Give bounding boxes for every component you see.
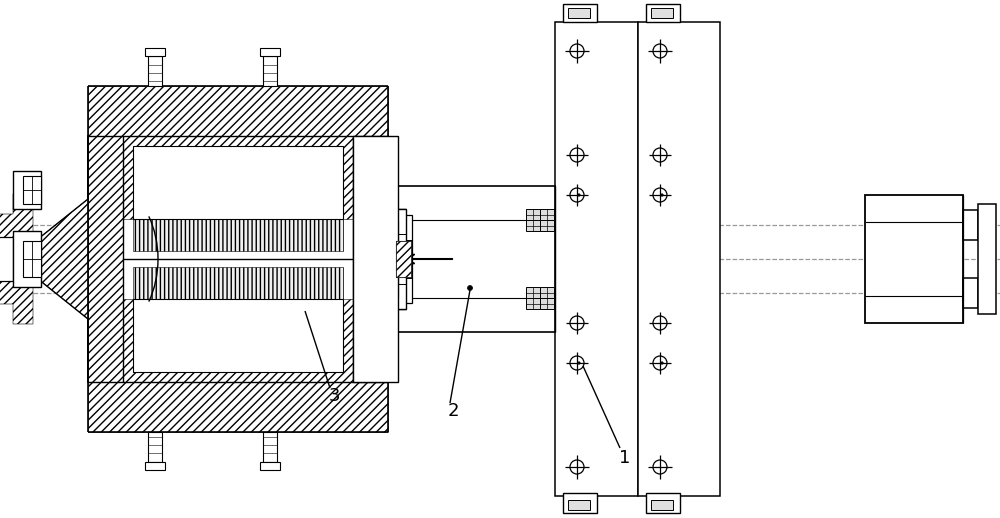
Circle shape [570,148,584,162]
Bar [646,4,680,22]
Bar [568,500,590,510]
Bar [148,56,162,86]
Circle shape [661,362,663,364]
Bar [13,171,41,209]
Bar [145,462,165,470]
Polygon shape [123,136,353,219]
Circle shape [653,188,667,202]
Bar [526,298,540,309]
Bar [390,215,412,303]
Circle shape [653,316,667,330]
Polygon shape [133,219,343,251]
Polygon shape [133,267,343,299]
Bar [646,493,680,513]
Circle shape [653,44,667,58]
Bar [865,195,963,323]
Bar [88,136,388,382]
Circle shape [578,362,580,364]
Bar [651,8,673,18]
Polygon shape [38,136,88,382]
Bar [555,22,638,496]
Bar [353,136,398,382]
Bar [651,500,673,510]
Polygon shape [88,136,123,382]
Bar [145,48,165,56]
Circle shape [653,460,667,474]
Text: 1: 1 [619,449,631,467]
Bar [260,48,280,56]
Text: 2: 2 [447,402,459,420]
Bar [396,241,411,277]
Circle shape [570,44,584,58]
Circle shape [570,316,584,330]
Bar [563,4,597,22]
Polygon shape [0,194,33,324]
Bar [263,56,277,86]
Polygon shape [88,86,388,136]
Circle shape [578,194,580,196]
Bar [148,432,162,462]
Polygon shape [88,382,388,432]
Bar [526,220,540,231]
Bar [388,221,398,297]
Bar [540,287,554,298]
Bar [23,176,41,204]
Bar [526,209,540,220]
Polygon shape [0,237,13,281]
Bar [13,231,41,287]
Polygon shape [123,299,353,382]
Bar [263,432,277,462]
Bar [978,204,996,314]
Circle shape [570,356,584,370]
Bar [540,209,554,220]
Bar [540,298,554,309]
Bar [568,8,590,18]
Bar [390,186,555,332]
Bar [260,462,280,470]
Polygon shape [396,241,411,277]
Bar [563,493,597,513]
Bar [540,220,554,231]
Bar [388,209,406,309]
Polygon shape [353,136,388,382]
Circle shape [661,194,663,196]
Text: 3: 3 [328,387,340,405]
Bar [963,210,978,240]
Polygon shape [133,299,343,372]
Bar [963,278,978,308]
Circle shape [570,460,584,474]
Bar [23,241,41,277]
Circle shape [653,148,667,162]
Circle shape [570,188,584,202]
Bar [638,22,720,496]
Polygon shape [133,146,343,219]
Circle shape [468,285,473,291]
Bar [526,287,540,298]
Circle shape [653,356,667,370]
